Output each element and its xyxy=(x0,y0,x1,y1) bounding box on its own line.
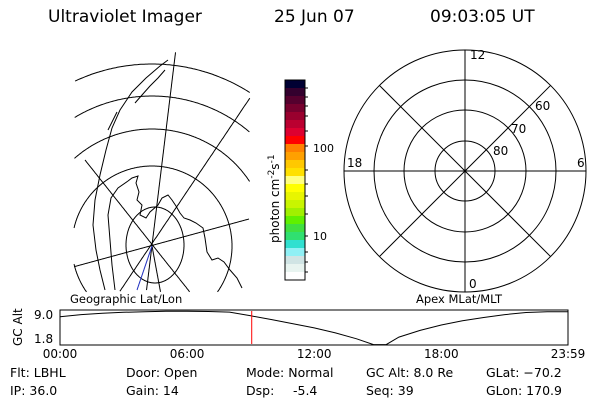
colorbar-segment xyxy=(285,168,305,177)
colorbar-segment xyxy=(285,240,305,249)
colorbar-segment xyxy=(285,256,305,265)
dsp-label: Dsp: xyxy=(246,383,275,398)
mlt-label-6: 6 xyxy=(577,156,585,170)
longitude-line xyxy=(73,218,250,268)
colorbar-segment xyxy=(285,200,305,209)
longitude-line xyxy=(146,52,176,291)
colorbar-exp1: -2 xyxy=(267,170,277,179)
mlat-label-60: 60 xyxy=(535,99,550,113)
colorbar-segment xyxy=(285,128,305,137)
geographic-map xyxy=(73,52,251,293)
mlt-line xyxy=(379,85,551,257)
glon-info: GLon: 170.9 xyxy=(486,383,562,398)
colorbar xyxy=(285,80,308,281)
dsp-value: -5.4 xyxy=(293,383,318,398)
colorbar-segment xyxy=(285,104,305,113)
colorbar-segment xyxy=(285,224,305,233)
x-tick-label: 06:00 xyxy=(170,347,205,361)
colorbar-unit: photon cm xyxy=(268,179,282,243)
seq-info: Seq: 39 xyxy=(366,383,414,398)
mode-info: Mode: Normal xyxy=(246,365,334,380)
mlt-label-12: 12 xyxy=(470,48,485,62)
colorbar-unit-s: s xyxy=(268,163,282,169)
mlt-label-18: 18 xyxy=(347,156,362,170)
latitude-circle xyxy=(73,263,87,293)
colorbar-segment xyxy=(285,176,305,185)
apex-label: Apex MLat/MLT xyxy=(416,292,503,306)
latitude-circle xyxy=(125,206,185,284)
colorbar-segment xyxy=(285,160,305,169)
colorbar-segment xyxy=(285,216,305,225)
colorbar-segment xyxy=(285,96,305,105)
latitude-circle xyxy=(74,95,250,133)
colorbar-tick-100: 100 xyxy=(313,142,334,155)
y-axis-label: GC Alt xyxy=(11,308,25,346)
door-info: Door: Open xyxy=(126,365,198,380)
longitude-line xyxy=(119,97,251,292)
colorbar-segment xyxy=(285,152,305,161)
colorbar-exp2: -1 xyxy=(267,154,277,163)
latitude-circle xyxy=(74,63,251,93)
y-tick-1.8: 1.8 xyxy=(34,332,53,346)
instrument-title: Ultraviolet Imager xyxy=(48,7,202,27)
subsatellite-track xyxy=(136,245,153,291)
svg-text:photon cm-2s-1: photon cm-2s-1 xyxy=(267,154,282,243)
colorbar-segment xyxy=(285,184,305,193)
x-tick-label: 23:59 xyxy=(551,347,586,361)
colorbar-frame xyxy=(284,79,306,281)
time-label: 09:03:05 UT xyxy=(430,7,535,27)
apex-polar-grid xyxy=(343,49,587,293)
glat-info: GLat: −70.2 xyxy=(486,365,562,380)
longitude-line xyxy=(151,245,161,293)
filter-info: Flt: LBHL xyxy=(10,365,66,380)
colorbar-segment xyxy=(285,192,305,201)
y-tick-9: 9.0 xyxy=(34,308,53,322)
gain-info: Gain: 14 xyxy=(126,383,179,398)
colorbar-label: photon cm-2s-1 xyxy=(267,154,282,243)
colorbar-segment xyxy=(285,248,305,257)
colorbar-segment xyxy=(285,80,305,89)
gc-alt-info: GC Alt: 8.0 Re xyxy=(366,365,454,380)
latitude-circle xyxy=(217,246,233,293)
colorbar-tick-10: 10 xyxy=(313,230,327,243)
coastline xyxy=(107,175,243,291)
colorbar-segment xyxy=(285,136,305,145)
longitude-line xyxy=(84,159,190,293)
ip-info: IP: 36.0 xyxy=(10,383,58,398)
mlt-label-0: 0 xyxy=(469,277,477,291)
coastline xyxy=(107,69,166,131)
colorbar-segment xyxy=(285,272,305,281)
colorbar-segment xyxy=(285,232,305,241)
date-label: 25 Jun 07 xyxy=(274,7,355,27)
coastline xyxy=(92,59,169,291)
colorbar-segment xyxy=(285,264,305,273)
x-tick-label: 18:00 xyxy=(424,347,459,361)
gc-alt-line xyxy=(59,310,568,346)
mlat-label-80: 80 xyxy=(493,144,508,158)
colorbar-segment xyxy=(285,208,305,217)
mlat-label-70: 70 xyxy=(511,122,526,136)
colorbar-segment xyxy=(285,88,305,97)
colorbar-segment xyxy=(285,112,305,121)
colorbar-segment xyxy=(285,120,305,129)
x-tick-label: 12:00 xyxy=(297,347,332,361)
geographic-label: Geographic Lat/Lon xyxy=(70,292,182,306)
colorbar-segment xyxy=(285,144,305,153)
plot-frame xyxy=(59,309,569,346)
latitude-circle xyxy=(74,128,250,182)
x-tick-label: 00:00 xyxy=(43,347,78,361)
